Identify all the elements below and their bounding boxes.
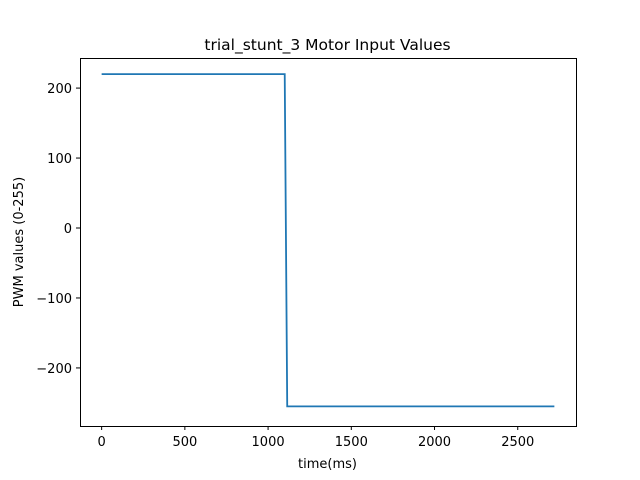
x-tick-label: 500 <box>172 435 197 450</box>
x-tick-label: 1000 <box>252 435 285 450</box>
y-axis: −200 −100 0 100 200 <box>36 82 80 377</box>
x-tick-label: 0 <box>97 435 105 450</box>
series-layer <box>101 73 555 408</box>
series-line-0 <box>101 73 555 408</box>
y-tick-label: −200 <box>36 362 72 377</box>
x-axis: 0 500 1000 1500 2000 2500 <box>97 426 534 450</box>
y-tick-label: 0 <box>64 222 72 237</box>
x-tick-label: 1500 <box>335 435 368 450</box>
y-tick-label: 100 <box>47 152 72 167</box>
chart-title: trial_stunt_3 Motor Input Values <box>204 36 450 55</box>
y-tick-label: 200 <box>47 82 72 97</box>
y-tick-label: −100 <box>36 292 72 307</box>
axes-frame <box>80 58 577 427</box>
x-tick-label: 2500 <box>501 435 534 450</box>
x-tick-label: 2000 <box>418 435 451 450</box>
plot-area <box>80 58 577 427</box>
y-axis-label: PWM values (0-255) <box>12 177 27 307</box>
x-axis-label: time(ms) <box>298 457 357 472</box>
